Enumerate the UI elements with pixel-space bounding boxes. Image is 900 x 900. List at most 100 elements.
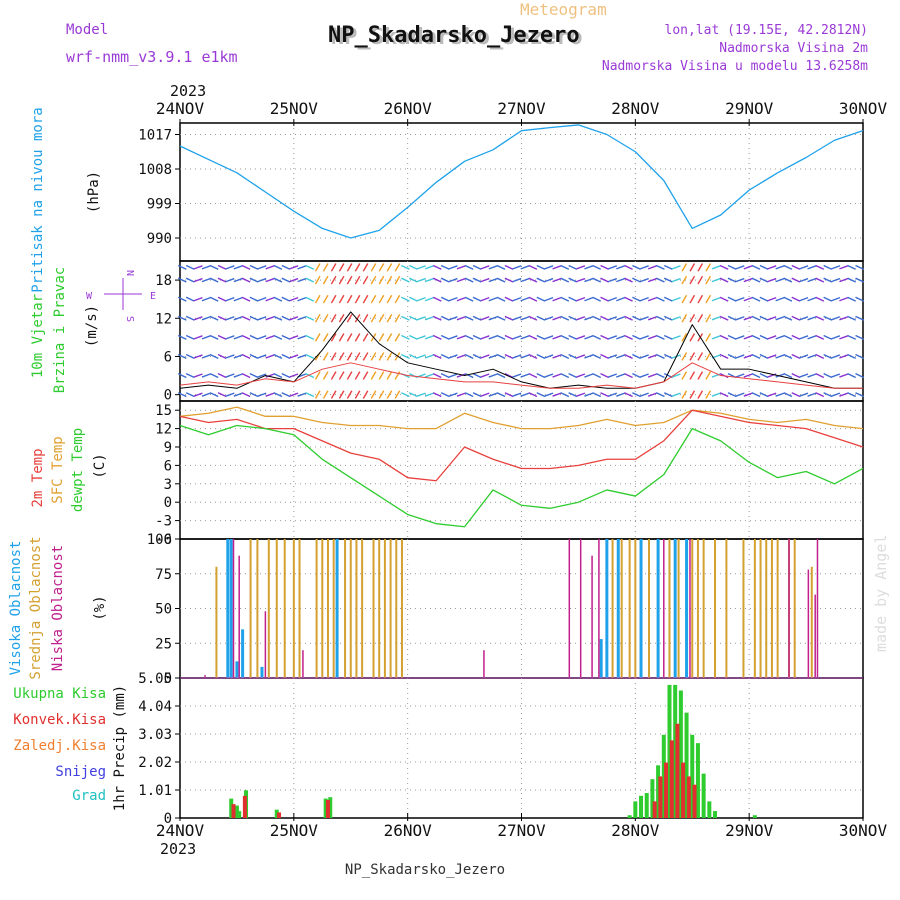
wind-barb bbox=[831, 277, 841, 283]
wind-barb bbox=[689, 263, 696, 272]
wind-barb bbox=[472, 334, 482, 340]
wind-barb bbox=[193, 354, 203, 359]
wind-barb bbox=[370, 275, 377, 285]
wind-barb bbox=[520, 277, 530, 283]
wind-barb bbox=[472, 392, 482, 398]
mid-cloud-bar bbox=[400, 539, 403, 678]
wind-barb bbox=[504, 296, 514, 302]
wind-barb bbox=[354, 275, 361, 285]
legend-snow: Snijeg bbox=[55, 764, 106, 780]
wind-barb bbox=[656, 277, 665, 283]
mid-cloud-bar bbox=[383, 539, 386, 678]
wind-barb bbox=[719, 315, 729, 321]
wind-barb bbox=[305, 334, 315, 340]
wind-barb bbox=[592, 334, 602, 340]
wind-barb bbox=[663, 315, 673, 321]
wind-barb bbox=[440, 392, 450, 398]
wind-barb bbox=[727, 392, 737, 398]
wind-barb bbox=[536, 334, 546, 340]
y-tick-label: 0 bbox=[164, 671, 172, 687]
wind-barb bbox=[616, 316, 626, 321]
wind-barb bbox=[386, 314, 393, 323]
x-tick-label: 27NOV bbox=[497, 821, 546, 840]
compass-icon: N S W E bbox=[86, 270, 156, 322]
compass-east: E bbox=[150, 291, 156, 302]
wind-barb bbox=[568, 373, 578, 379]
wind-barb bbox=[719, 392, 729, 398]
wind-barb bbox=[346, 352, 353, 361]
wind-barb bbox=[424, 296, 434, 302]
wind-barb bbox=[257, 316, 267, 321]
wind-barb bbox=[520, 265, 530, 270]
x-tick-label: 25NOV bbox=[270, 99, 319, 118]
wind-barb bbox=[632, 315, 641, 321]
total-precip-bar bbox=[690, 734, 695, 818]
wind-barb bbox=[847, 353, 856, 359]
wind-barb bbox=[456, 335, 466, 340]
mid-cloud-bar bbox=[256, 539, 259, 678]
wind-barb bbox=[552, 277, 562, 283]
wind-barb bbox=[265, 373, 275, 378]
wind-barb bbox=[831, 296, 841, 302]
legend-hail: Grad bbox=[72, 788, 106, 804]
wind-barb bbox=[281, 296, 291, 302]
wind-barb bbox=[520, 373, 530, 378]
cloud-ylabel-2: Srednja Oblacnost bbox=[28, 536, 44, 679]
wind-barb bbox=[330, 263, 337, 272]
wind-barb bbox=[504, 315, 514, 321]
wind-barb bbox=[401, 392, 410, 398]
wind-barb bbox=[273, 264, 283, 270]
wind-barb bbox=[416, 277, 426, 283]
mid-cloud-bar bbox=[611, 539, 614, 678]
wind-barb bbox=[362, 314, 369, 323]
wind-barb bbox=[624, 334, 633, 340]
wind-barb bbox=[568, 277, 578, 283]
wind-barb bbox=[330, 294, 337, 304]
wind-barb bbox=[608, 277, 618, 283]
wind-barb bbox=[671, 296, 681, 302]
y-tick-label: 18 bbox=[155, 273, 172, 289]
wind-barb bbox=[488, 316, 498, 321]
wind-barb bbox=[225, 296, 235, 302]
wind-barb bbox=[233, 354, 243, 359]
temp-ylabel-3: dewpt Temp bbox=[70, 428, 86, 512]
wind-barb bbox=[711, 265, 721, 270]
x-axis-bottom: 24NOV 25NOV 26NOV 27NOV 28NOV 29NOV 30NOV bbox=[156, 821, 888, 840]
wind-barb bbox=[759, 277, 769, 283]
cloud-ylabel-3: Niska Oblacnost bbox=[50, 545, 66, 671]
wind-barb bbox=[201, 316, 211, 321]
wind-barb bbox=[408, 334, 418, 340]
wind-barb bbox=[552, 316, 562, 321]
wind-barb bbox=[743, 373, 753, 378]
wind-barb bbox=[249, 264, 259, 270]
wind-gust-line bbox=[179, 362, 863, 389]
wind-barb bbox=[249, 353, 259, 359]
wind-barb bbox=[432, 264, 442, 270]
wind-barb bbox=[647, 265, 657, 270]
wind-barb bbox=[338, 294, 345, 304]
wind-barb bbox=[297, 392, 307, 397]
wind-barb bbox=[440, 315, 450, 321]
mid-cloud-bar bbox=[765, 539, 768, 678]
wind-barb bbox=[305, 315, 315, 321]
wind-barb bbox=[831, 373, 841, 378]
wind-barb bbox=[225, 335, 235, 340]
wind-barb bbox=[656, 392, 665, 398]
wind-barb bbox=[608, 316, 618, 321]
wind-barb bbox=[394, 390, 401, 399]
wind-barb bbox=[616, 373, 626, 378]
mid-cloud-bar bbox=[292, 539, 295, 678]
wind-barb bbox=[472, 315, 482, 321]
wind-barb bbox=[568, 315, 578, 321]
wind-barb bbox=[647, 373, 657, 378]
wind-barb bbox=[520, 296, 530, 302]
mid-cloud-bar bbox=[691, 539, 694, 678]
wind-barb bbox=[217, 392, 227, 398]
wind-barb bbox=[681, 371, 688, 380]
wind-barb bbox=[440, 264, 450, 270]
wind-barb bbox=[799, 335, 809, 340]
wind-barb bbox=[656, 373, 665, 379]
convective-precip-bar bbox=[675, 723, 680, 818]
wind-barb bbox=[536, 392, 546, 398]
wind-barb bbox=[338, 263, 345, 272]
